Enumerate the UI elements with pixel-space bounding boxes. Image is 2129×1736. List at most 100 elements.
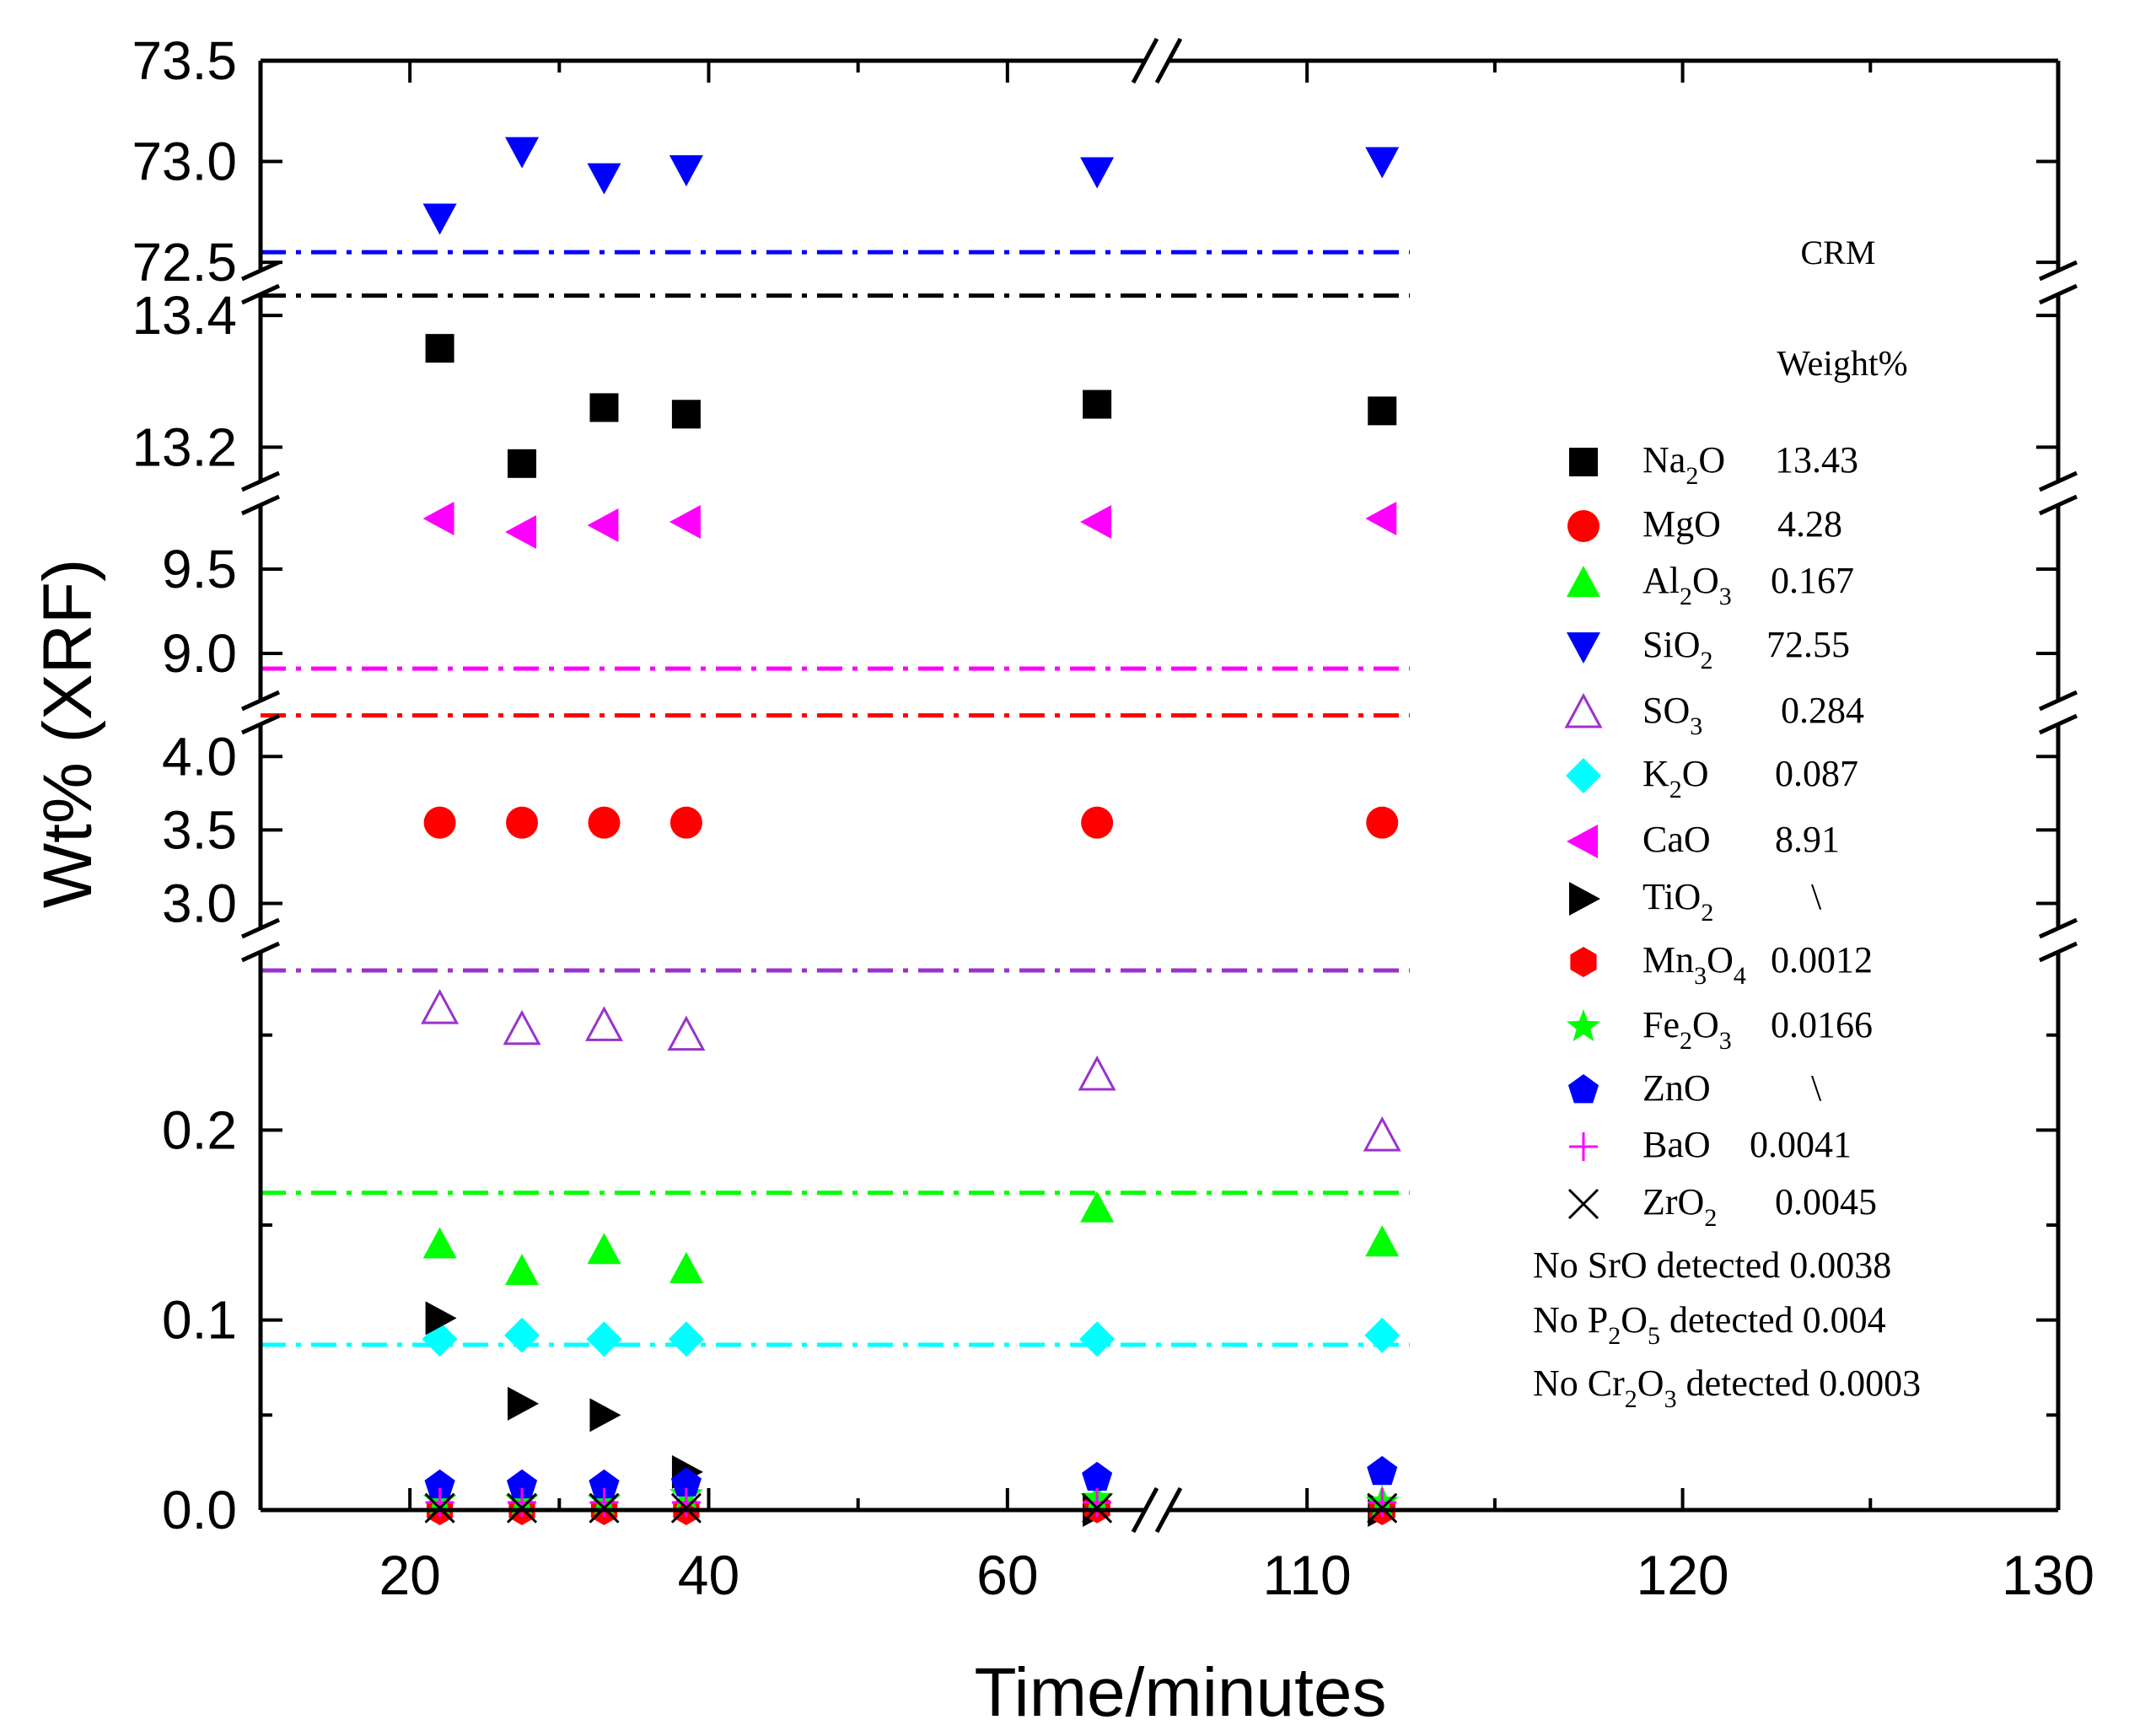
point-sio2 [669, 155, 703, 187]
y-tick-label: 13.4 [132, 285, 237, 346]
point-sio2 [587, 163, 621, 195]
legend-marker-mn3o4 [1570, 947, 1597, 977]
y-break-mark [2038, 260, 2078, 282]
point-zno [506, 1469, 538, 1499]
point-so3 [584, 1006, 623, 1041]
legend-item-mgo: MgO 4.28 [1567, 503, 1842, 545]
legend-header-weight: Weight% [1777, 345, 1907, 384]
point-zno [1082, 1461, 1113, 1491]
y-tick-label: 73.0 [132, 132, 237, 192]
legend-header-crm: CRM [1801, 234, 1876, 271]
legend-item-fe2o3: Fe2O3 0.0166 [1567, 1004, 1873, 1055]
plot-frame [240, 37, 2078, 1534]
y-break-mark [240, 690, 281, 712]
legend-marker-so3 [1564, 692, 1603, 728]
legend-crm-value: \ [1811, 1067, 1822, 1109]
legend-label: ZnO [1642, 1067, 1711, 1109]
series-mgo [423, 806, 1399, 839]
legend-item-tio2: TiO2 \ [1569, 876, 1822, 927]
legend-note: No SrO detected 0.0038 [1533, 1244, 1891, 1286]
series-so3 [421, 988, 1401, 1152]
y-tick-label: 72.5 [132, 232, 237, 293]
point-cao [669, 505, 701, 539]
y-tick-label: 3.5 [162, 799, 237, 860]
legend-item-zro2: ZrO2 0.0045 [1567, 1181, 1877, 1232]
legend-label: MgO [1642, 503, 1721, 545]
legend-marker-zno [1567, 1074, 1599, 1104]
x-tick-label: 110 [1263, 1544, 1352, 1606]
x-break-mark [1131, 37, 1159, 84]
y-tick-label: 73.5 [132, 30, 237, 91]
legend-item-k2o: K2O 0.087 [1566, 753, 1858, 804]
point-so3 [503, 1009, 541, 1045]
point-zno [1367, 1455, 1398, 1486]
y-break-mark [2038, 690, 2078, 712]
point-cao [422, 502, 454, 535]
point-na2o [589, 393, 619, 422]
point-tio2 [508, 1386, 540, 1421]
point-cao [1080, 505, 1112, 539]
point-k2o [586, 1321, 622, 1357]
point-sio2 [1365, 147, 1400, 179]
x-tick-label: 130 [2002, 1544, 2094, 1606]
legend-marker-al2o3 [1567, 566, 1600, 597]
point-so3 [1363, 1115, 1401, 1152]
legend-item-cao: CaO 8.91 [1567, 819, 1840, 860]
point-na2o [671, 400, 701, 429]
y-axis-title: Wt% (XRF) [30, 559, 106, 908]
legend-crm-value: 8.91 [1775, 819, 1840, 860]
point-mgo [423, 806, 456, 839]
legend-marker-k2o [1566, 758, 1601, 793]
point-na2o [508, 449, 537, 478]
y-break-mark [240, 260, 281, 282]
y-break-mark [2038, 917, 2078, 939]
legend-item-mn3o4: Mn3O4 0.0012 [1570, 939, 1873, 990]
point-al2o3 [1365, 1225, 1400, 1257]
point-sio2 [422, 203, 457, 235]
legend-crm-value: 0.0166 [1771, 1004, 1873, 1045]
legend-label: CaO [1642, 819, 1711, 860]
point-na2o [1368, 396, 1397, 426]
point-k2o [504, 1317, 540, 1353]
point-zno [589, 1469, 620, 1499]
legend-crm-value: 0.0045 [1775, 1181, 1877, 1223]
series-zno [424, 1455, 1398, 1499]
legend-marker-fe2o3 [1567, 1009, 1600, 1041]
point-al2o3 [587, 1233, 621, 1265]
y-tick-label: 3.0 [162, 873, 237, 933]
legend-marker-sio2 [1567, 632, 1600, 664]
point-al2o3 [505, 1254, 540, 1286]
point-so3 [1078, 1055, 1116, 1091]
x-break-mark [1131, 1486, 1159, 1534]
x-tick-label: 120 [1637, 1544, 1729, 1606]
legend-label: Na2O [1642, 439, 1725, 490]
point-so3 [421, 988, 460, 1024]
point-k2o [1079, 1321, 1116, 1357]
legend-item-zno: ZnO \ [1567, 1067, 1822, 1109]
crm-reference-lines [261, 250, 1410, 1347]
legend-label: SO3 [1642, 690, 1702, 740]
point-al2o3 [669, 1251, 703, 1283]
legend: CRM Weight% Na2O 13.43 MgO 4.28 Al2O3 0.167 SiO2… [1533, 234, 1921, 1413]
y-tick-label: 13.2 [132, 417, 237, 477]
legend-label: K2O [1642, 753, 1709, 804]
point-mgo [1081, 806, 1114, 839]
x-break-mark [1154, 37, 1183, 84]
legend-note: No P2O5 detected 0.004 [1533, 1299, 1886, 1350]
legend-crm-value: 0.284 [1781, 690, 1864, 731]
legend-marker-mgo [1567, 510, 1599, 542]
series-sio2 [422, 137, 1400, 235]
legend-crm-value: 0.0041 [1750, 1124, 1852, 1165]
legend-crm-value: \ [1811, 876, 1822, 917]
point-cao [505, 515, 537, 549]
x-tick-label: 20 [379, 1544, 440, 1606]
legend-crm-value: 0.167 [1771, 560, 1854, 601]
y-tick-label: 0.1 [162, 1290, 237, 1351]
legend-label: BaO [1642, 1124, 1711, 1165]
point-cao [1365, 502, 1397, 535]
legend-marker-zro2 [1567, 1188, 1599, 1220]
point-na2o [1083, 390, 1112, 419]
legend-marker-na2o [1569, 448, 1598, 476]
